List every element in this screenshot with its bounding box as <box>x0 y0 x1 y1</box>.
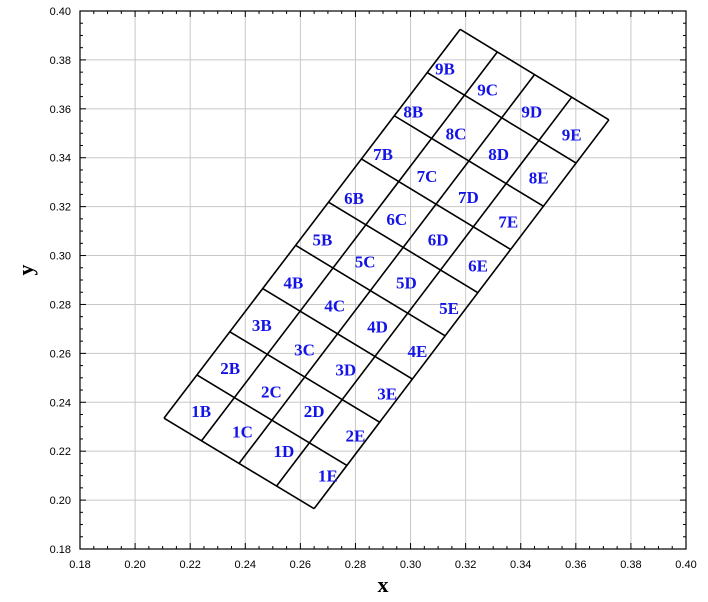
cell-label-6b: 6B <box>344 189 364 208</box>
y-tick-label: 0.28 <box>50 299 71 311</box>
y-tick-label: 0.36 <box>50 104 71 116</box>
x-tick-label: 0.26 <box>290 559 311 571</box>
cell-label-8e: 8E <box>529 168 549 187</box>
mesh-column-line <box>200 51 498 442</box>
mesh-column-line <box>275 96 573 487</box>
cell-label-4e: 4E <box>408 342 428 361</box>
x-tick-label: 0.24 <box>235 559 256 571</box>
y-tick-label: 0.38 <box>50 55 71 67</box>
x-tick-label: 0.18 <box>69 559 90 571</box>
cell-label-4b: 4B <box>284 273 304 292</box>
y-tick-label: 0.32 <box>50 202 71 214</box>
x-tick-label: 0.34 <box>510 559 531 571</box>
cell-label-7b: 7B <box>373 145 393 164</box>
y-tick-label: 0.40 <box>50 6 71 18</box>
cell-label-7e: 7E <box>498 212 518 231</box>
cell-label-4c: 4C <box>324 297 345 316</box>
mesh-column-line <box>238 74 536 464</box>
cell-label-2e: 2E <box>346 426 366 445</box>
cell-label-3c: 3C <box>294 341 315 360</box>
cell-label-4d: 4D <box>367 317 388 336</box>
cell-label-5d: 5D <box>396 273 417 292</box>
cell-label-8d: 8D <box>488 145 509 164</box>
cell-label-1c: 1C <box>232 423 253 442</box>
x-tick-label: 0.30 <box>400 559 421 571</box>
cell-label-2c: 2C <box>261 382 282 401</box>
cell-label-3e: 3E <box>377 385 397 404</box>
cell-label-8b: 8B <box>403 102 423 121</box>
cell-label-5e: 5E <box>439 299 459 318</box>
y-tick-label: 0.18 <box>50 544 71 556</box>
grid-lines <box>80 11 686 549</box>
mesh-column-line <box>163 28 461 419</box>
cell-label-9b: 9B <box>435 59 455 78</box>
x-tick-label: 0.32 <box>455 559 476 571</box>
plot-frame <box>79 10 687 550</box>
cell-label-9e: 9E <box>562 125 582 144</box>
cell-label-8c: 8C <box>446 124 467 143</box>
mesh-grid <box>163 28 610 510</box>
x-tick-label: 0.22 <box>179 559 200 571</box>
x-tick-label: 0.36 <box>565 559 586 571</box>
y-tick-label: 0.20 <box>50 495 71 507</box>
cell-labels: 1B 1C 1D 1E 2B 2C 2D 2E 3B 3C 3D 3E 4B 4C 4D 4E 5B 5C 5D 5E… <box>191 59 581 485</box>
y-axis-label: y <box>13 265 38 276</box>
cell-label-9d: 9D <box>521 102 542 121</box>
y-tick-label: 0.34 <box>50 153 71 165</box>
x-tick-label: 0.20 <box>124 559 145 571</box>
cell-label-2d: 2D <box>304 402 325 421</box>
axis-ticks <box>79 10 687 550</box>
y-tick-label: 0.26 <box>50 348 71 360</box>
y-tick-labels: 0.18 0.20 0.22 0.24 0.26 0.28 0.30 0.32 0.34 0.36… <box>50 6 71 556</box>
y-tick-label: 0.30 <box>50 251 71 263</box>
mesh-column-line <box>313 119 610 510</box>
x-axis-label: x <box>378 572 389 597</box>
x-tick-labels: 0.18 0.20 0.22 0.24 0.26 0.28 0.30 0.32 0.34 0.36… <box>69 559 696 571</box>
cell-label-2b: 2B <box>220 359 240 378</box>
cell-label-6e: 6E <box>468 256 488 275</box>
x-tick-label: 0.38 <box>620 559 641 571</box>
x-tick-label: 0.28 <box>345 559 366 571</box>
cell-label-7c: 7C <box>417 167 438 186</box>
y-tick-label: 0.22 <box>50 446 71 458</box>
cell-label-5b: 5B <box>312 231 332 250</box>
cell-label-6d: 6D <box>428 231 449 250</box>
cell-label-3b: 3B <box>252 316 272 335</box>
cell-label-9c: 9C <box>477 80 498 99</box>
cell-label-7d: 7D <box>458 188 479 207</box>
cell-label-5c: 5C <box>355 253 376 272</box>
cell-label-1e: 1E <box>318 467 338 486</box>
cell-label-3d: 3D <box>335 360 356 379</box>
x-tick-label: 0.40 <box>675 559 696 571</box>
cell-label-1d: 1D <box>273 442 294 461</box>
cell-label-1b: 1B <box>191 402 211 421</box>
cell-label-6c: 6C <box>386 210 407 229</box>
y-tick-label: 0.24 <box>50 397 71 409</box>
